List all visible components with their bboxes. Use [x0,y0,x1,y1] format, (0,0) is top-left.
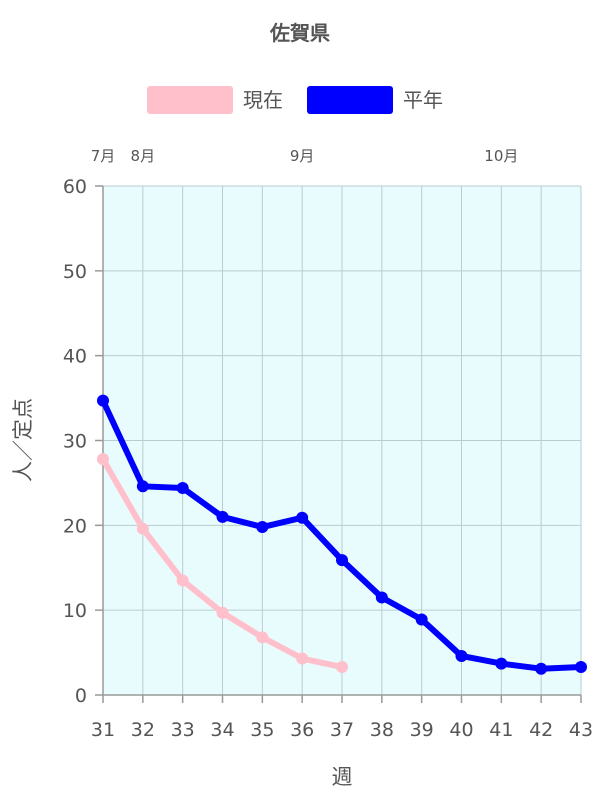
data-point-0-36[interactable] [296,652,309,665]
month-label-3: 10月 [484,147,518,165]
grid-lines [102,185,582,696]
y-tick-label-60: 60 [63,176,87,198]
x-tick-label-34: 34 [210,719,234,741]
series-0 [97,453,348,674]
y-tick-label-0: 0 [75,685,87,707]
data-point-1-43[interactable] [575,661,587,674]
data-point-0-32[interactable] [136,522,149,535]
data-point-1-31[interactable] [97,394,109,407]
data-point-1-37[interactable] [336,554,348,567]
series-1 [97,394,587,675]
y-axis-title: 人／定点 [11,398,35,482]
legend-swatch-1 [307,86,393,114]
y-tick-label-30: 30 [63,431,87,453]
y-tick-label-50: 50 [63,261,87,283]
x-tick-label-32: 32 [131,719,155,741]
data-point-1-42[interactable] [535,662,548,675]
legend-swatch-0 [147,86,233,114]
month-label-0: 7月 [91,147,116,165]
data-point-0-31[interactable] [97,453,109,466]
data-point-1-33[interactable] [176,482,189,495]
data-point-1-38[interactable] [375,591,388,604]
month-label-1: 8月 [131,147,156,165]
x-tick-label-43: 43 [569,719,593,741]
data-point-1-34[interactable] [216,510,229,523]
x-tick-labels: 31 32 33 34 35 36 37 38 39 40 41 42 43 [91,719,593,741]
data-point-0-35[interactable] [256,631,269,644]
legend: 現在 平年 [147,86,443,114]
legend-item-0[interactable]: 現在 [147,86,283,114]
y-tick-label-40: 40 [63,346,87,368]
data-point-1-40[interactable] [455,649,468,662]
x-tick-label-42: 42 [529,719,553,741]
x-tick-label-41: 41 [489,719,513,741]
x-tick-label-33: 33 [171,719,195,741]
x-tick-label-39: 39 [410,719,434,741]
data-point-0-34[interactable] [216,606,229,619]
data-point-1-36[interactable] [296,511,309,524]
data-point-0-37[interactable] [336,661,348,674]
data-point-1-35[interactable] [256,521,269,534]
legend-label-0: 現在 [243,88,283,112]
month-label-2: 9月 [290,147,315,165]
y-tick-label-20: 20 [63,515,87,537]
data-point-1-41[interactable] [495,657,508,670]
legend-label-1: 平年 [403,88,443,112]
y-tick-labels: 0 10 20 30 40 50 60 [63,176,87,707]
data-point-1-39[interactable] [415,613,428,626]
month-labels: 7月 8月 9月 10月 [91,147,519,165]
x-tick-label-40: 40 [449,719,473,741]
x-axis-title: 週 [332,765,353,789]
y-tick-label-10: 10 [63,600,87,622]
axes [95,185,582,703]
legend-item-1[interactable]: 平年 [307,86,443,114]
x-tick-label-31: 31 [91,719,115,741]
data-point-1-32[interactable] [136,480,149,493]
x-tick-label-36: 36 [290,719,314,741]
x-tick-label-37: 37 [330,719,354,741]
chart-title: 佐賀県 [269,21,330,45]
x-tick-label-38: 38 [370,719,394,741]
series-layer [97,394,587,675]
data-point-0-33[interactable] [176,574,189,587]
x-tick-label-35: 35 [250,719,274,741]
